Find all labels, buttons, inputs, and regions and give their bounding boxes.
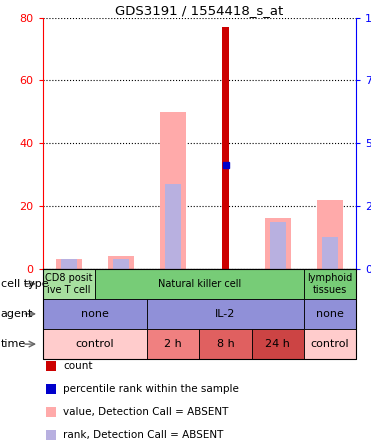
Text: 8 h: 8 h	[217, 339, 234, 349]
Bar	[113, 259, 129, 269]
Bar	[265, 218, 291, 269]
Bar	[165, 184, 181, 269]
Text: control: control	[76, 339, 114, 349]
Text: percentile rank within the sample: percentile rank within the sample	[63, 384, 239, 394]
Text: rank, Detection Call = ABSENT: rank, Detection Call = ABSENT	[63, 430, 223, 440]
Bar	[56, 259, 82, 269]
Text: none: none	[81, 309, 109, 319]
Text: CD8 posit
ive T cell: CD8 posit ive T cell	[45, 273, 92, 294]
Title: GDS3191 / 1554418_s_at: GDS3191 / 1554418_s_at	[115, 4, 283, 16]
Text: value, Detection Call = ABSENT: value, Detection Call = ABSENT	[63, 407, 229, 417]
Text: 24 h: 24 h	[265, 339, 290, 349]
Text: Natural killer cell: Natural killer cell	[158, 279, 241, 289]
Text: IL-2: IL-2	[215, 309, 236, 319]
Bar	[270, 222, 286, 269]
Text: none: none	[316, 309, 344, 319]
Bar	[108, 256, 134, 269]
Text: lymphoid
tissues: lymphoid tissues	[308, 273, 353, 294]
Text: 2 h: 2 h	[164, 339, 182, 349]
Bar	[322, 237, 338, 269]
Bar	[61, 259, 77, 269]
Bar	[221, 27, 229, 269]
Text: count: count	[63, 361, 93, 371]
Bar	[160, 112, 186, 269]
Text: agent: agent	[1, 309, 33, 319]
Text: control: control	[311, 339, 349, 349]
Text: cell type: cell type	[1, 279, 48, 289]
Text: time: time	[1, 339, 26, 349]
Bar	[317, 200, 343, 269]
